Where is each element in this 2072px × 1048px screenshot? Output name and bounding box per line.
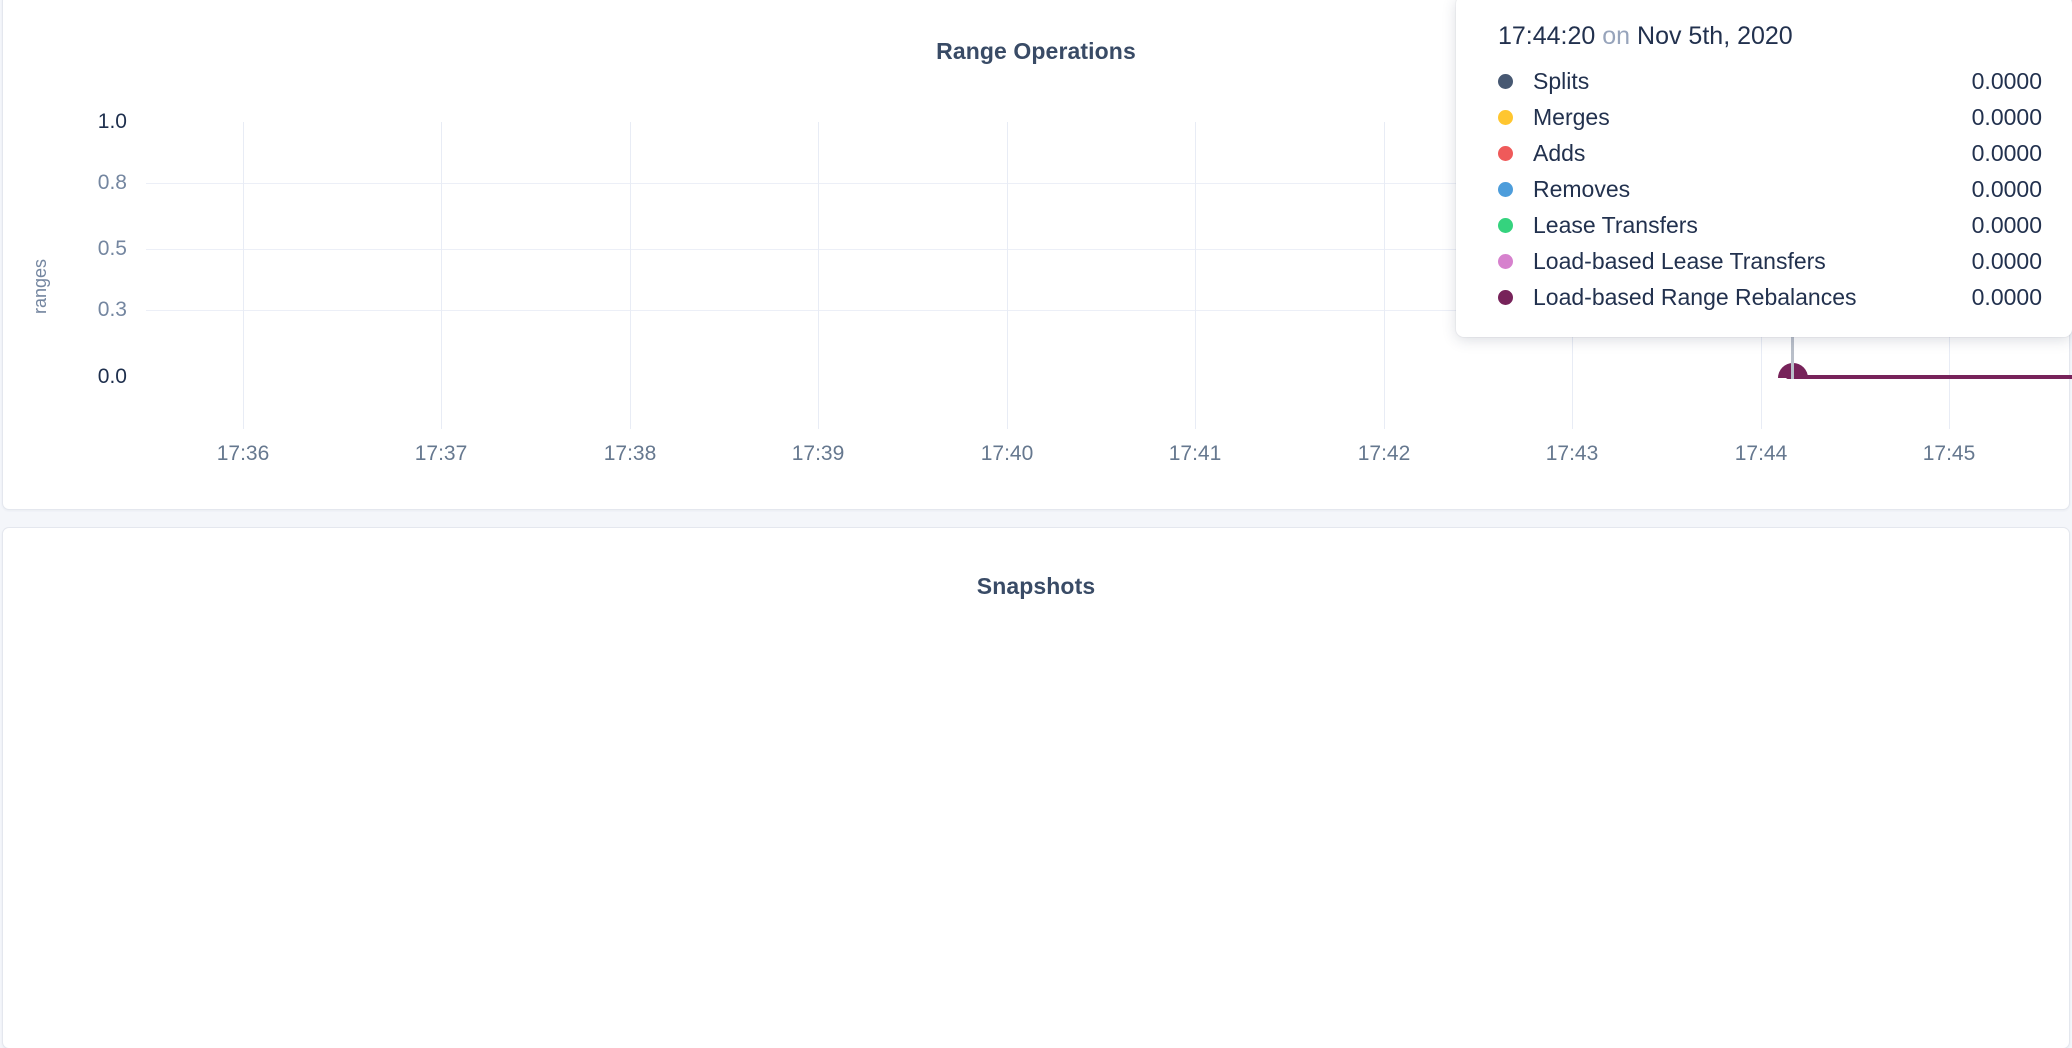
tooltip-series-value: 0.0000 — [1971, 103, 2042, 130]
series-line-load-based-range-rebalances — [1786, 375, 2072, 379]
tooltip-time: 17:44:20 — [1498, 22, 1596, 50]
tooltip-row: Removes 0.0000 — [1498, 171, 2042, 207]
x-tick-label: 17:37 — [414, 442, 468, 465]
gridline-horizontal — [146, 183, 1956, 184]
tooltip-series-value: 0.0000 — [1971, 247, 2042, 274]
x-tick-label: 17:38 — [603, 442, 657, 465]
tooltip-series-value: 0.0000 — [1971, 283, 2042, 310]
tooltip-row: Splits 0.0000 — [1498, 63, 2042, 99]
y-tick-label: 1.0 — [97, 110, 127, 133]
series-color-swatch-icon — [1498, 253, 1513, 269]
gridline-vertical — [441, 122, 442, 429]
tooltip-row: Load-based Lease Transfers 0.0000 — [1498, 243, 2042, 279]
tooltip-series-label: Merges — [1533, 103, 1610, 130]
tooltip-series-value: 0.0000 — [1971, 67, 2042, 94]
gridline-horizontal — [146, 310, 1956, 311]
gridline-vertical — [630, 122, 631, 429]
tooltip-row: Load-based Range Rebalances 0.0000 — [1498, 279, 2042, 315]
series-color-swatch-icon — [1498, 217, 1513, 233]
x-tick-label: 17:45 — [1922, 442, 1976, 465]
y-tick-label: 0.0 — [97, 365, 127, 388]
gridline-vertical — [1195, 122, 1196, 429]
x-tick-label: 17:43 — [1545, 442, 1599, 465]
tooltip-series-label: Load-based Lease Transfers — [1533, 247, 1826, 274]
series-color-swatch-icon — [1498, 109, 1513, 125]
gridline-vertical — [818, 122, 819, 429]
tooltip-date: Nov 5th, 2020 — [1637, 22, 1793, 50]
y-tick-label: 0.5 — [97, 237, 127, 260]
chart-tooltip: 17:44:20 on Nov 5th, 2020 Splits 0.0000 … — [1456, 0, 2072, 337]
y-tick-label: 0.8 — [97, 171, 127, 194]
snapshots-title: Snapshots — [976, 573, 1096, 599]
range-operations-x-tick-labels: 17:36 17:37 17:38 17:39 17:40 17:41 17:4… — [146, 442, 1976, 472]
range-operations-y-tick-labels: 1.0 0.8 0.5 0.3 0.0 — [43, 110, 127, 429]
tooltip-on-word: on — [1595, 22, 1638, 50]
tooltip-row: Adds 0.0000 — [1498, 135, 2042, 171]
tooltip-series-label: Adds — [1533, 139, 1586, 166]
x-tick-label: 17:44 — [1734, 442, 1788, 465]
tooltip-series-value: 0.0000 — [1971, 211, 2042, 238]
series-color-swatch-icon — [1498, 73, 1513, 89]
tooltip-series-label: Removes — [1533, 175, 1631, 202]
x-tick-label: 17:39 — [791, 442, 845, 465]
tooltip-series-label: Splits — [1533, 67, 1590, 94]
snapshots-card: Snapshots snapshots 1.0 0.8 0.5 0.3 0.0 — [2, 527, 2070, 1048]
gridline-vertical — [243, 122, 244, 429]
series-color-swatch-icon — [1498, 289, 1513, 305]
tooltip-series-label: Load-based Range Rebalances — [1533, 283, 1857, 310]
tooltip-series-label: Lease Transfers — [1533, 211, 1698, 238]
series-color-swatch-icon — [1498, 181, 1513, 197]
tooltip-row: Lease Transfers 0.0000 — [1498, 207, 2042, 243]
range-operations-title: Range Operations — [936, 38, 1136, 64]
gridline-vertical — [1007, 122, 1008, 429]
tooltip-row: Merges 0.0000 — [1498, 99, 2042, 135]
y-tick-label: 0.3 — [97, 298, 127, 321]
x-tick-label: 17:42 — [1357, 442, 1411, 465]
x-tick-label: 17:36 — [216, 442, 270, 465]
x-tick-label: 17:40 — [980, 442, 1034, 465]
series-color-swatch-icon — [1498, 145, 1513, 161]
tooltip-series-value: 0.0000 — [1971, 175, 2042, 202]
tooltip-header: 17:44:20 on Nov 5th, 2020 — [1498, 22, 2042, 51]
tooltip-series-value: 0.0000 — [1971, 139, 2042, 166]
x-tick-label: 17:41 — [1168, 442, 1222, 465]
gridline-horizontal — [146, 249, 1956, 250]
gridline-vertical — [1384, 122, 1385, 429]
